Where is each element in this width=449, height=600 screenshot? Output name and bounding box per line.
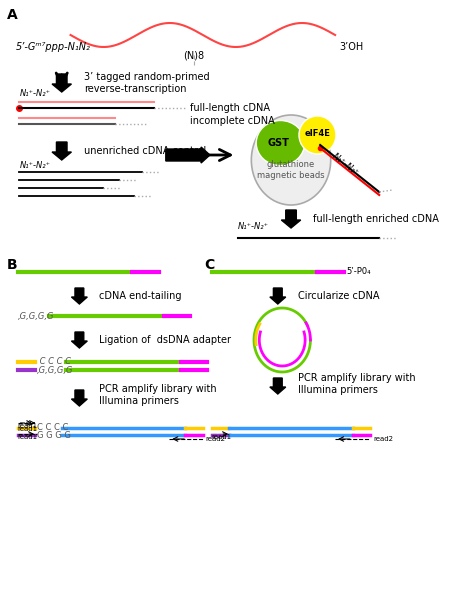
Text: cDNA end-tailing: cDNA end-tailing (99, 291, 181, 301)
FancyArrow shape (166, 147, 210, 163)
Text: A: A (7, 8, 18, 22)
Text: glutathione
magnetic beads: glutathione magnetic beads (257, 160, 325, 180)
Text: Ligation of  dsDNA adapter: Ligation of dsDNA adapter (99, 335, 231, 345)
Text: ,G,G,G,G: ,G,G,G,G (18, 311, 54, 320)
Text: N₁⁺-N₂⁺: N₁⁺-N₂⁺ (19, 89, 50, 98)
Text: PCR amplify library with
Illumina primers: PCR amplify library with Illumina primer… (298, 373, 416, 395)
Text: (N)8: (N)8 (184, 50, 205, 60)
Ellipse shape (256, 121, 305, 166)
Text: incomplete cDNA: incomplete cDNA (189, 116, 274, 126)
FancyArrow shape (71, 288, 87, 304)
Text: ,G,G,G,G: ,G,G,G,G (37, 365, 74, 374)
FancyArrow shape (270, 288, 286, 304)
Text: N₁⁺-N₂⁺: N₁⁺-N₂⁺ (19, 161, 50, 170)
Text: full-length enriched cDNA: full-length enriched cDNA (313, 214, 439, 224)
Text: C: C (205, 258, 215, 272)
Text: G G G G: G G G G (37, 431, 71, 439)
Text: B: B (7, 258, 18, 272)
Text: Circularize cDNA: Circularize cDNA (298, 291, 379, 301)
Circle shape (251, 115, 331, 205)
Text: read1: read1 (18, 423, 38, 429)
Text: N₁⁺-N₂⁺: N₁⁺-N₂⁺ (238, 222, 269, 231)
FancyArrow shape (270, 378, 286, 394)
Text: read2: read2 (206, 436, 225, 442)
Text: unenriched cDNA control: unenriched cDNA control (84, 146, 206, 156)
Ellipse shape (299, 116, 336, 154)
FancyArrow shape (52, 142, 71, 160)
Text: full-length cDNA: full-length cDNA (189, 103, 269, 113)
FancyArrow shape (71, 332, 87, 348)
FancyArrow shape (52, 74, 71, 92)
Text: N₁⁺-N₂⁺: N₁⁺-N₂⁺ (331, 152, 361, 178)
Text: read1: read1 (18, 434, 38, 440)
Text: C C C C: C C C C (37, 358, 71, 367)
Text: read2: read2 (373, 436, 393, 442)
FancyArrow shape (71, 390, 87, 406)
Text: C C C C: C C C C (37, 424, 68, 433)
Text: read1: read1 (211, 434, 232, 440)
FancyArrow shape (282, 210, 301, 228)
Text: 5’-P0₄: 5’-P0₄ (347, 268, 371, 277)
Text: GST: GST (268, 138, 290, 148)
Text: 5’-Gᵐ⁷ppp-N₁N₂: 5’-Gᵐ⁷ppp-N₁N₂ (16, 42, 91, 52)
Text: PCR amplify library with
Illumina primers: PCR amplify library with Illumina primer… (99, 384, 216, 406)
Text: read1: read1 (18, 426, 38, 432)
Text: 3’ tagged random-primed
reverse-transcription: 3’ tagged random-primed reverse-transcri… (84, 72, 209, 94)
Text: eIF4E: eIF4E (304, 130, 330, 139)
Text: 3’OH: 3’OH (339, 42, 364, 52)
